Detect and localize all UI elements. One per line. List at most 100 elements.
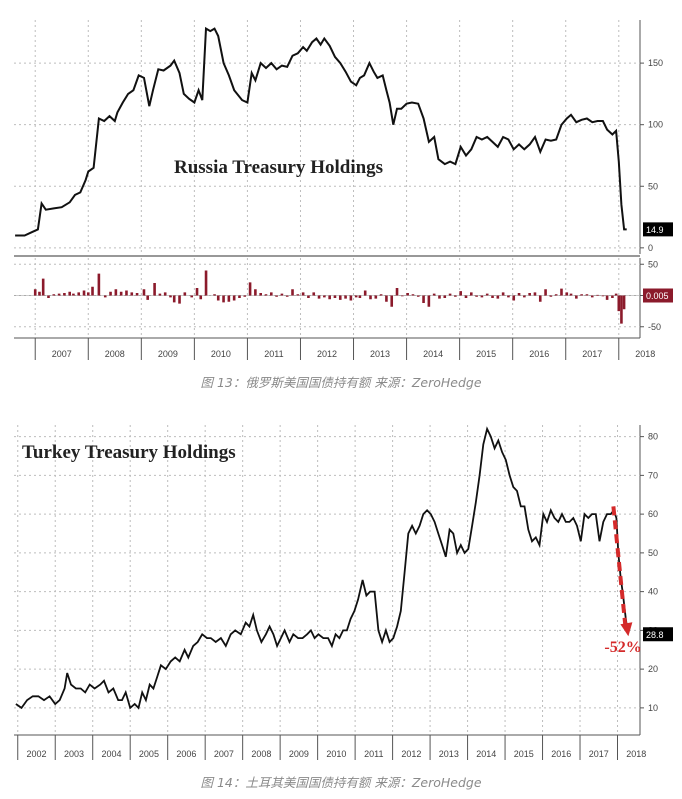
x-tick-label-2018: 2018 (626, 749, 646, 759)
change-bar (422, 295, 425, 303)
change-bar (199, 295, 203, 300)
change-bar (416, 295, 420, 297)
change-bar (432, 293, 436, 296)
change-bar (91, 286, 94, 296)
y-tick-label-150: 150 (648, 58, 663, 68)
change-bar (227, 295, 231, 302)
y-tick-label--50: -50 (648, 322, 661, 332)
change-bar (103, 295, 107, 298)
change-bar (296, 294, 300, 296)
change-bar (601, 295, 605, 297)
change-bar (328, 295, 331, 300)
change-bar (38, 291, 41, 296)
x-tick-label-2016: 2016 (551, 749, 571, 759)
change-bar (454, 295, 457, 297)
y-tick-label-50: 50 (648, 259, 658, 269)
change-bar (82, 290, 86, 296)
change-bar (363, 290, 367, 296)
change-bar (135, 293, 139, 296)
change-bar (172, 295, 176, 303)
russia-chart-title: Russia Treasury Holdings (174, 157, 383, 178)
x-tick-label-2009: 2009 (158, 349, 178, 359)
change-bar (622, 295, 626, 310)
x-tick-label-2010: 2010 (211, 349, 231, 359)
turkey-last-value-tag-bg (643, 627, 673, 642)
change-bar (109, 291, 112, 296)
change-bar (491, 295, 494, 298)
russia-change-bar-chart: -500500.00520072008200920102011201220132… (14, 258, 673, 360)
change-bar (401, 295, 404, 297)
change-bar (72, 293, 75, 296)
change-bar (323, 295, 326, 298)
x-tick-label-2005: 2005 (139, 749, 159, 759)
change-bar (344, 295, 347, 299)
change-bar (312, 292, 316, 296)
change-bar (232, 295, 236, 301)
x-tick-label-2017: 2017 (582, 349, 602, 359)
change-bar (119, 291, 123, 296)
change-bar (485, 293, 489, 296)
change-bar (385, 295, 388, 302)
change-bar (142, 289, 146, 296)
change-bar (533, 292, 537, 296)
change-bar (549, 295, 553, 297)
change-bar (285, 295, 289, 297)
x-tick-label-2009: 2009 (289, 749, 309, 759)
russia-change-last-value-tag: 0.005 (646, 291, 669, 301)
figure-14-caption: 图 14：土耳其美国国债持有额 来源：ZeroHedge (200, 775, 481, 790)
turkey-holdings-line (15, 426, 629, 710)
change-bar (374, 295, 378, 299)
change-bar (620, 295, 623, 324)
x-tick-label-2010: 2010 (326, 749, 346, 759)
change-bar (213, 294, 216, 296)
x-tick-label-2018: 2018 (635, 349, 655, 359)
change-bar (238, 295, 241, 298)
change-bar (349, 295, 353, 301)
change-bar (517, 293, 521, 296)
change-bar (86, 292, 90, 296)
change-bar (57, 293, 61, 296)
change-bar (569, 293, 573, 296)
y-tick-label-10: 10 (648, 703, 658, 713)
russia-holdings-line (15, 26, 627, 237)
change-bar (97, 273, 101, 296)
change-bar (254, 289, 257, 296)
change-bar (596, 294, 599, 296)
change-bar (52, 294, 56, 296)
change-bar (496, 295, 500, 299)
change-bar (146, 295, 149, 300)
change-bar (280, 293, 284, 296)
x-tick-label-2012: 2012 (401, 749, 421, 759)
change-bar (216, 295, 220, 301)
change-bar (512, 295, 516, 301)
change-bar (195, 288, 199, 296)
figure-13-caption: 图 13：俄罗斯美国国债持有额 来源：ZeroHedge (200, 375, 481, 390)
x-tick-label-2011: 2011 (264, 349, 283, 359)
change-bar (528, 293, 531, 296)
change-bar (275, 295, 278, 297)
y-tick-label-70: 70 (648, 470, 658, 480)
x-tick-label-2011: 2011 (364, 749, 383, 759)
russia-change-last-value-tag-bg (643, 288, 673, 303)
russia-last-value-tag: 14.9 (646, 225, 664, 235)
x-tick-label-2004: 2004 (101, 749, 121, 759)
x-tick-label-2006: 2006 (176, 749, 196, 759)
change-bar (480, 295, 484, 298)
change-bar (523, 295, 526, 298)
change-bar (222, 295, 225, 303)
x-tick-label-2013: 2013 (370, 349, 390, 359)
change-bar (469, 292, 473, 296)
change-bar (317, 295, 321, 299)
russia-last-value-tag-bg (643, 222, 673, 237)
change-bar (248, 282, 252, 296)
change-bar (47, 295, 50, 298)
change-bar (183, 292, 187, 296)
change-bar (554, 294, 558, 296)
change-bar (427, 295, 431, 307)
change-bar (379, 294, 383, 296)
change-bar (395, 288, 399, 296)
change-bar (338, 295, 342, 300)
x-tick-label-2012: 2012 (317, 349, 337, 359)
change-bar (130, 292, 134, 296)
change-bar (617, 295, 621, 312)
